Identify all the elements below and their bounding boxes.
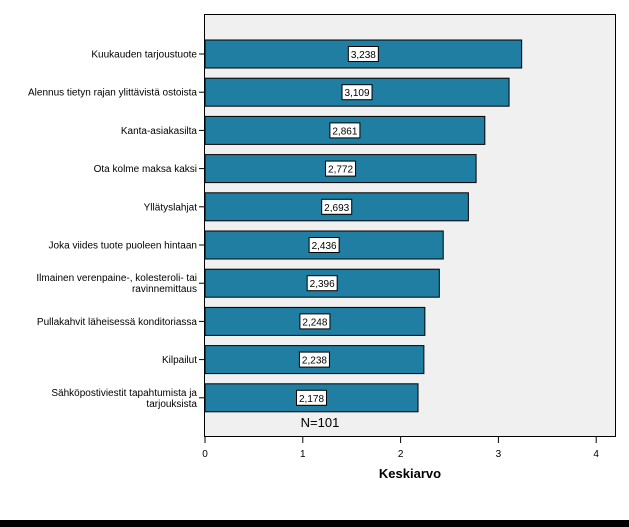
data-label: 2,178 <box>299 394 324 405</box>
data-label-box <box>299 313 331 330</box>
category-label: Kilpailut <box>162 355 197 366</box>
data-label: 2,693 <box>324 203 349 214</box>
data-label-box <box>298 351 330 368</box>
data-label: 3,109 <box>345 88 370 99</box>
data-label-box <box>325 160 357 177</box>
data-label: 2,238 <box>302 356 327 367</box>
category-label: Kanta-asiakasilta <box>121 126 198 137</box>
data-label-box <box>321 198 353 215</box>
data-label: 2,436 <box>312 241 337 252</box>
x-tick-label: 0 <box>202 449 208 460</box>
data-label-box <box>308 237 340 253</box>
category-label: Ota kolme maksa kaksi <box>94 164 197 175</box>
x-tick-label: 2 <box>398 449 404 460</box>
bar <box>204 230 444 260</box>
x-tick-label: 4 <box>593 449 599 460</box>
bar <box>204 154 477 184</box>
bottom-divider <box>0 520 629 527</box>
n-annotation: N=101 <box>301 415 340 430</box>
category-label: Yllätyslahjat <box>144 202 198 213</box>
category-label: tarjouksista <box>146 399 197 410</box>
data-label: 2,861 <box>332 126 357 137</box>
x-tick-label: 1 <box>300 449 306 460</box>
data-label-box <box>347 46 379 62</box>
data-label: 2,248 <box>302 317 327 328</box>
data-label-box <box>296 389 328 406</box>
data-label: 2,396 <box>310 279 335 290</box>
data-label-box <box>341 84 373 101</box>
data-label: 2,772 <box>328 165 353 176</box>
x-axis-title: Keskiarvo <box>379 466 441 481</box>
category-label: Sähköpostiviestit tapahtumista ja <box>51 388 197 399</box>
data-label: 3,238 <box>351 50 376 61</box>
category-label: ravinnemittaus <box>132 284 197 295</box>
category-label: Alennus tietyn rajan ylittävistä ostoist… <box>28 88 197 99</box>
data-label-box <box>329 122 361 139</box>
category-label: Joka viides tuote puoleen hintaan <box>49 241 197 252</box>
category-label: Pullakahvit läheisessä konditoriassa <box>37 317 198 328</box>
category-label: Kuukauden tarjoustuote <box>91 50 197 61</box>
x-tick-label: 3 <box>496 449 502 460</box>
category-label: Ilmainen verenpaine-, kolesteroli- tai <box>36 273 197 284</box>
data-label-box <box>306 275 338 292</box>
